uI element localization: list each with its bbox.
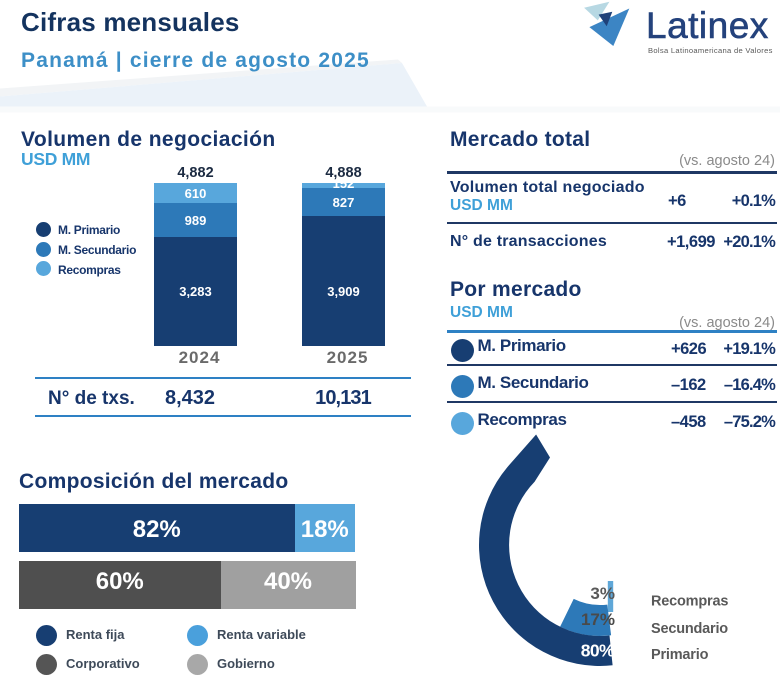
svg-text:Recompras: Recompras [651, 594, 728, 610]
svg-text:Latinex: Latinex [646, 5, 769, 46]
svg-text:Bolsa Latinoamericana de Valor: Bolsa Latinoamericana de Valores [648, 46, 773, 55]
svg-text:3%: 3% [590, 584, 615, 603]
svg-text:17%: 17% [581, 610, 615, 629]
svg-text:80%: 80% [581, 641, 615, 661]
svg-text:Secundario: Secundario [651, 621, 728, 637]
svg-text:Primario: Primario [651, 647, 709, 663]
